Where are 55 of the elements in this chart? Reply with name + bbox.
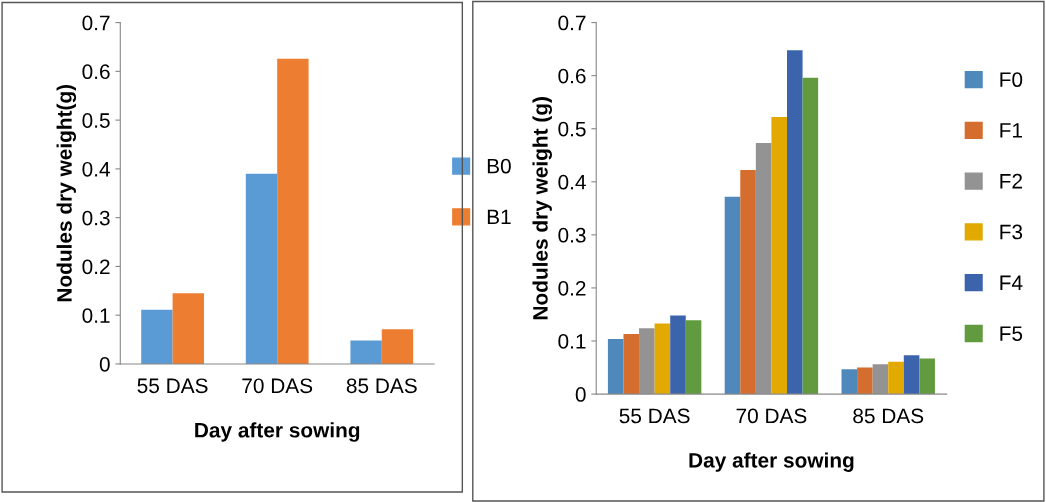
- legend-label: F5: [1000, 326, 1023, 341]
- bar: [919, 358, 935, 395]
- y-axis-title: Nodules dry weight(g): [56, 84, 77, 302]
- x-tick-label: 55 DAS: [619, 408, 690, 424]
- x-tick-label: 70 DAS: [736, 408, 807, 424]
- legend-label: F0: [1000, 72, 1023, 88]
- y-axis-title: Nodules dry weight (g): [532, 97, 552, 320]
- bar: [787, 50, 803, 395]
- bar: [685, 320, 702, 395]
- bar: [857, 367, 873, 395]
- x-tick-label: 85 DAS: [853, 408, 924, 424]
- y-tick-label: 0.5: [82, 113, 110, 128]
- bar: [654, 323, 671, 395]
- y-tick-label: 0.1: [82, 308, 110, 323]
- y-tick-label: 0.6: [82, 64, 110, 80]
- y-tick-label: 0: [575, 387, 586, 402]
- bar: [141, 309, 173, 364]
- legend-label: F2: [1000, 173, 1022, 189]
- x-axis-title: Day after sowing: [689, 452, 854, 472]
- y-tick-label: 0.5: [558, 121, 586, 137]
- y-tick-label: 0.3: [82, 210, 110, 226]
- legend-label: B0: [487, 158, 511, 174]
- bar: [841, 369, 858, 395]
- y-tick-label: 0.6: [558, 68, 586, 84]
- x-tick-label: 70 DAS: [242, 378, 313, 394]
- bar: [607, 338, 624, 395]
- bar: [277, 58, 309, 364]
- bar: [172, 293, 204, 364]
- y-tick-label: 0.7: [558, 15, 586, 31]
- y-tick-label: 0: [99, 356, 110, 372]
- legend-label: F3: [1000, 224, 1023, 240]
- x-tick-label: 85 DAS: [346, 378, 417, 394]
- y-tick-label: 0.4: [82, 161, 110, 177]
- legend-label: F4: [1000, 275, 1023, 290]
- bar: [888, 361, 904, 395]
- y-tick-label: 0.1: [558, 334, 586, 349]
- legend-label: B1: [487, 209, 511, 225]
- bar: [381, 329, 414, 364]
- y-tick-label: 0.2: [558, 280, 586, 296]
- bar: [740, 170, 756, 395]
- bar: [903, 355, 920, 395]
- x-axis-title: Day after sowing: [195, 422, 360, 442]
- bar: [350, 340, 382, 364]
- bar: [670, 315, 686, 395]
- y-tick-label: 0.3: [558, 227, 586, 243]
- bar: [245, 173, 278, 364]
- y-tick-label: 0.2: [82, 259, 110, 275]
- x-tick-label: 55 DAS: [137, 378, 208, 394]
- y-tick-label: 0.7: [82, 15, 110, 31]
- bar: [802, 77, 819, 395]
- bar: [623, 334, 640, 395]
- bar: [771, 117, 787, 395]
- legend-label: F1: [1000, 123, 1023, 138]
- y-tick-label: 0.4: [558, 174, 586, 190]
- bar: [724, 196, 741, 395]
